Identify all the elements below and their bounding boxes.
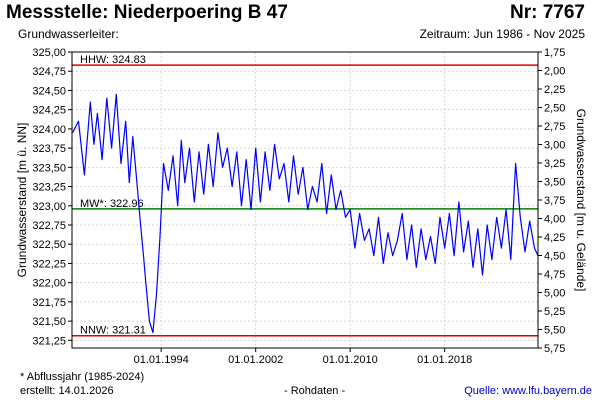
axes: 325,00 324,75 324,50 324,25 324,00 323,75 323,… [32, 47, 565, 366]
rawdata-note: - Rohdaten - [284, 385, 346, 397]
y-tick-label: 325,00 [32, 47, 66, 59]
y-tick-label: 322,00 [32, 278, 66, 290]
x-tick-label: 01.01.2002 [228, 354, 283, 366]
y-tick-label: 324,25 [32, 105, 66, 117]
x-tick-label: 01.01.2010 [323, 354, 378, 366]
reference-line-label: HHW: 324.83 [80, 54, 146, 66]
period-label: Zeitraum: Jun 1986 - Nov 2025 [419, 27, 585, 41]
y-axis-label: Grundwasserstand [m ü. NN] [15, 123, 29, 278]
x-tick-label: 01.01.2018 [417, 354, 472, 366]
y-right-tick-label: 4,25 [544, 232, 565, 244]
y-right-tick-label: 2,00 [544, 66, 565, 78]
y-right-tick-label: 5,00 [544, 288, 565, 300]
y-tick-label: 324,75 [32, 66, 66, 78]
y-tick-label: 324,50 [32, 85, 66, 97]
page-title: Messstelle: Niederpoering B 47 [6, 2, 288, 23]
y-right-tick-label: 2,50 [544, 103, 565, 115]
y-right-tick-label: 3,25 [544, 158, 565, 170]
y-right-tick-label: 3,00 [544, 140, 565, 152]
y-axis-right-label: Grundwasserstand [m u. Gelände] [574, 109, 588, 292]
y-tick-label: 323,75 [32, 143, 66, 155]
y-right-tick-label: 4,00 [544, 214, 565, 226]
y-right-tick-label: 5,25 [544, 306, 565, 318]
y-tick-label: 322,75 [32, 220, 66, 232]
y-tick-label: 322,25 [32, 258, 66, 270]
y-tick-label: 321,50 [32, 316, 66, 328]
series-line [72, 93, 539, 334]
y-right-tick-label: 4,50 [544, 251, 565, 263]
source-link[interactable]: Quelle: www.lfu.bayern.de [464, 385, 592, 397]
x-tick-label: 01.01.1994 [134, 354, 189, 366]
y-right-tick-label: 3,75 [544, 195, 565, 207]
series-layer [72, 93, 539, 334]
y-right-tick-label: 2,25 [544, 84, 565, 96]
y-right-tick-label: 3,50 [544, 177, 565, 189]
y-right-tick-label: 5,50 [544, 325, 565, 337]
footnote: * Abflussjahr (1985-2024) [20, 371, 145, 383]
y-tick-label: 321,25 [32, 335, 66, 347]
aquifer-label: Grundwasserleiter: [18, 27, 119, 41]
y-right-tick-label: 5,75 [544, 343, 565, 355]
grid [72, 52, 538, 348]
y-right-tick-label: 1,75 [544, 47, 565, 59]
y-tick-label: 322,50 [32, 239, 66, 251]
reference-lines: HHW: 324.83 MW*: 322.96 NNW: 321.31 [72, 54, 538, 337]
y-tick-label: 323,25 [32, 182, 66, 194]
y-tick-label: 321,75 [32, 297, 66, 309]
y-right-tick-label: 4,75 [544, 269, 565, 281]
y-tick-label: 323,00 [32, 201, 66, 213]
reference-line-label: NNW: 321.31 [80, 325, 146, 337]
reference-line-label: MW*: 322.96 [80, 198, 144, 210]
y-right-tick-label: 2,75 [544, 121, 565, 133]
y-tick-label: 323,50 [32, 162, 66, 174]
created-date: erstellt: 14.01.2026 [20, 385, 114, 397]
station-number: Nr: 7767 [510, 2, 585, 23]
y-tick-label: 324,00 [32, 124, 66, 136]
